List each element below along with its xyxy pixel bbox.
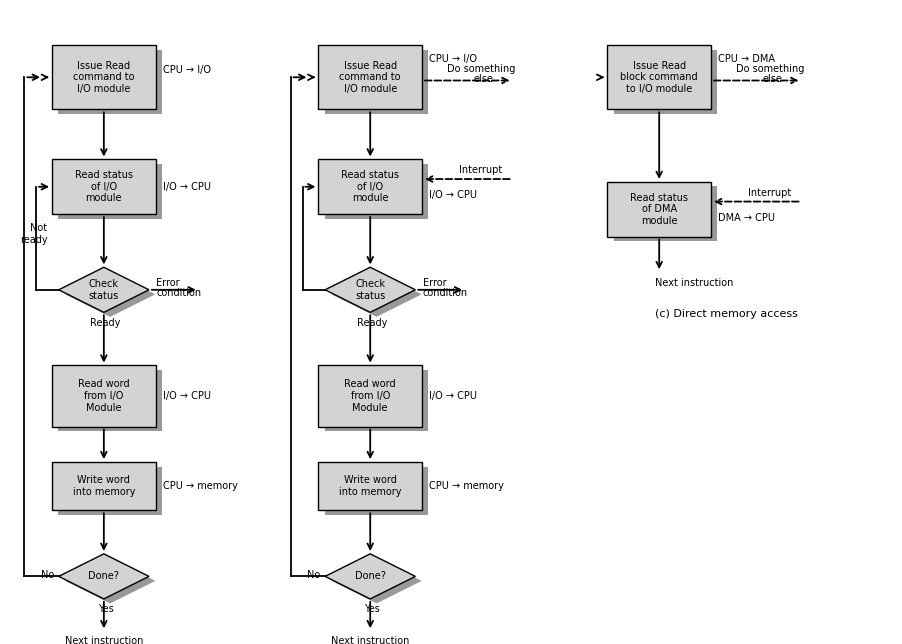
FancyBboxPatch shape bbox=[318, 462, 421, 510]
FancyBboxPatch shape bbox=[613, 187, 716, 241]
Text: Do something: Do something bbox=[735, 64, 803, 74]
Text: Not
ready: Not ready bbox=[20, 223, 48, 245]
Text: Issue Read
command to
I/O module: Issue Read command to I/O module bbox=[73, 61, 134, 94]
Text: Read status
of I/O
module: Read status of I/O module bbox=[75, 170, 133, 204]
FancyBboxPatch shape bbox=[52, 366, 156, 426]
Text: Read status
of DMA
module: Read status of DMA module bbox=[630, 193, 687, 226]
Polygon shape bbox=[59, 267, 149, 312]
Text: DMA → CPU: DMA → CPU bbox=[718, 213, 775, 223]
Text: Check
status: Check status bbox=[354, 279, 385, 301]
Text: condition: condition bbox=[422, 288, 467, 298]
Text: I/O → CPU: I/O → CPU bbox=[163, 391, 211, 401]
Text: Next instruction: Next instruction bbox=[331, 636, 409, 644]
FancyBboxPatch shape bbox=[325, 370, 428, 431]
Text: Error: Error bbox=[422, 278, 446, 289]
FancyBboxPatch shape bbox=[318, 160, 421, 214]
Text: CPU → I/O: CPU → I/O bbox=[429, 54, 477, 64]
Text: Yes: Yes bbox=[364, 604, 380, 614]
FancyBboxPatch shape bbox=[318, 366, 421, 426]
Text: (c) Direct memory access: (c) Direct memory access bbox=[654, 309, 796, 319]
FancyBboxPatch shape bbox=[606, 45, 711, 109]
Text: Read status
of I/O
module: Read status of I/O module bbox=[341, 170, 399, 204]
Text: Issue Read
block command
to I/O module: Issue Read block command to I/O module bbox=[620, 61, 697, 94]
Text: condition: condition bbox=[156, 288, 201, 298]
Text: CPU → DMA: CPU → DMA bbox=[718, 54, 775, 64]
Text: Do something: Do something bbox=[446, 64, 514, 74]
Text: Yes: Yes bbox=[97, 604, 114, 614]
FancyBboxPatch shape bbox=[318, 45, 421, 109]
Text: Ready: Ready bbox=[356, 317, 387, 328]
FancyBboxPatch shape bbox=[325, 467, 428, 515]
FancyBboxPatch shape bbox=[58, 164, 162, 219]
Text: CPU → memory: CPU → memory bbox=[163, 481, 237, 491]
Polygon shape bbox=[331, 558, 421, 603]
FancyBboxPatch shape bbox=[606, 182, 711, 236]
FancyBboxPatch shape bbox=[325, 50, 428, 114]
Text: Check
status: Check status bbox=[88, 279, 119, 301]
Text: CPU → memory: CPU → memory bbox=[429, 481, 503, 491]
Text: Error: Error bbox=[156, 278, 179, 289]
Text: Next instruction: Next instruction bbox=[654, 278, 732, 288]
Text: I/O → CPU: I/O → CPU bbox=[163, 182, 211, 192]
Text: Read word
from I/O
Module: Read word from I/O Module bbox=[78, 379, 130, 413]
Text: Interrupt: Interrupt bbox=[748, 187, 790, 198]
Text: Interrupt: Interrupt bbox=[459, 165, 502, 175]
Text: Done?: Done? bbox=[88, 571, 119, 582]
Polygon shape bbox=[65, 272, 155, 317]
Text: No: No bbox=[41, 570, 54, 580]
FancyBboxPatch shape bbox=[613, 50, 716, 114]
Text: Ready: Ready bbox=[90, 317, 121, 328]
Polygon shape bbox=[59, 554, 149, 599]
FancyBboxPatch shape bbox=[52, 160, 156, 214]
Text: I/O → CPU: I/O → CPU bbox=[429, 391, 477, 401]
Text: Write word
into memory: Write word into memory bbox=[338, 475, 401, 497]
Polygon shape bbox=[331, 272, 421, 317]
Text: Write word
into memory: Write word into memory bbox=[72, 475, 135, 497]
FancyBboxPatch shape bbox=[325, 164, 428, 219]
Text: I/O → CPU: I/O → CPU bbox=[429, 190, 477, 200]
FancyBboxPatch shape bbox=[58, 467, 162, 515]
Text: else: else bbox=[761, 74, 782, 84]
Text: else: else bbox=[473, 74, 493, 84]
Text: Issue Read
command to
I/O module: Issue Read command to I/O module bbox=[339, 61, 400, 94]
Text: CPU → I/O: CPU → I/O bbox=[163, 64, 211, 75]
Text: Read word
from I/O
Module: Read word from I/O Module bbox=[344, 379, 396, 413]
FancyBboxPatch shape bbox=[58, 50, 162, 114]
FancyBboxPatch shape bbox=[52, 45, 156, 109]
Polygon shape bbox=[65, 558, 155, 603]
Text: Next instruction: Next instruction bbox=[65, 636, 143, 644]
FancyBboxPatch shape bbox=[58, 370, 162, 431]
Text: No: No bbox=[307, 570, 320, 580]
Polygon shape bbox=[325, 554, 415, 599]
Polygon shape bbox=[325, 267, 415, 312]
Text: Done?: Done? bbox=[354, 571, 385, 582]
FancyBboxPatch shape bbox=[52, 462, 156, 510]
